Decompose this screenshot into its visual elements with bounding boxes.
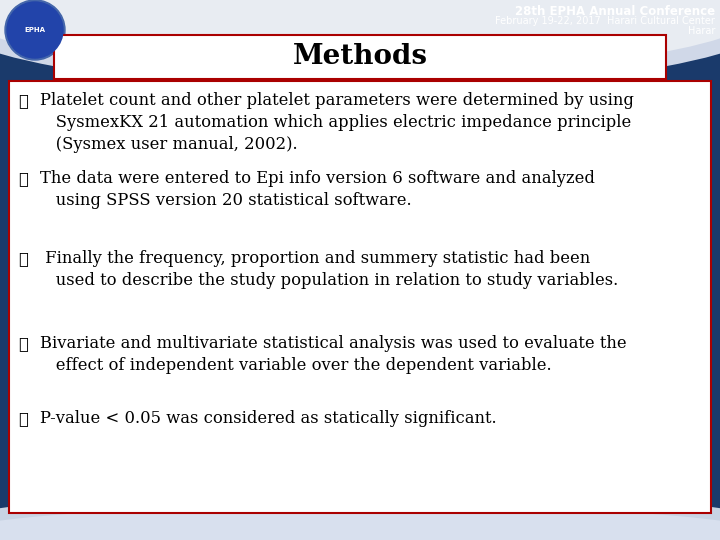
Text: The data were entered to Epi info version 6 software and analyzed: The data were entered to Epi info versio… — [40, 170, 595, 187]
Ellipse shape — [0, 0, 720, 75]
Ellipse shape — [0, 505, 720, 540]
Text: effect of independent variable over the dependent variable.: effect of independent variable over the … — [40, 357, 552, 374]
Circle shape — [7, 2, 63, 58]
Text: P-value < 0.05 was considered as statically significant.: P-value < 0.05 was considered as statica… — [40, 410, 497, 427]
Text: EPHA: EPHA — [24, 27, 45, 33]
Text: using SPSS version 20 statistical software.: using SPSS version 20 statistical softwa… — [40, 192, 412, 209]
Text: (Sysmex user manual, 2002).: (Sysmex user manual, 2002). — [40, 136, 297, 153]
Text: Harar: Harar — [688, 26, 715, 36]
Text: SysmexKX 21 automation which applies electric impedance principle: SysmexKX 21 automation which applies ele… — [40, 114, 631, 131]
Text: ❖: ❖ — [18, 170, 28, 187]
Text: ❖: ❖ — [18, 92, 28, 109]
Text: ❖: ❖ — [18, 410, 28, 427]
Text: ❖: ❖ — [18, 335, 28, 352]
Circle shape — [5, 0, 65, 60]
Text: Platelet count and other platelet parameters were determined by using: Platelet count and other platelet parame… — [40, 92, 634, 109]
Text: February 19-22, 2017  Harari Cultural Center: February 19-22, 2017 Harari Cultural Cen… — [495, 16, 715, 26]
FancyBboxPatch shape — [9, 81, 711, 513]
Text: Methods: Methods — [292, 43, 428, 70]
Text: used to describe the study population in relation to study variables.: used to describe the study population in… — [40, 272, 618, 289]
Ellipse shape — [0, 490, 720, 540]
FancyBboxPatch shape — [54, 35, 666, 79]
Text: ❖: ❖ — [18, 250, 28, 267]
Text: 28th EPHA Annual Conference: 28th EPHA Annual Conference — [515, 5, 715, 18]
Ellipse shape — [0, 0, 720, 90]
Text: Bivariate and multivariate statistical analysis was used to evaluate the: Bivariate and multivariate statistical a… — [40, 335, 626, 352]
Text: Finally the frequency, proportion and summery statistic had been: Finally the frequency, proportion and su… — [40, 250, 590, 267]
